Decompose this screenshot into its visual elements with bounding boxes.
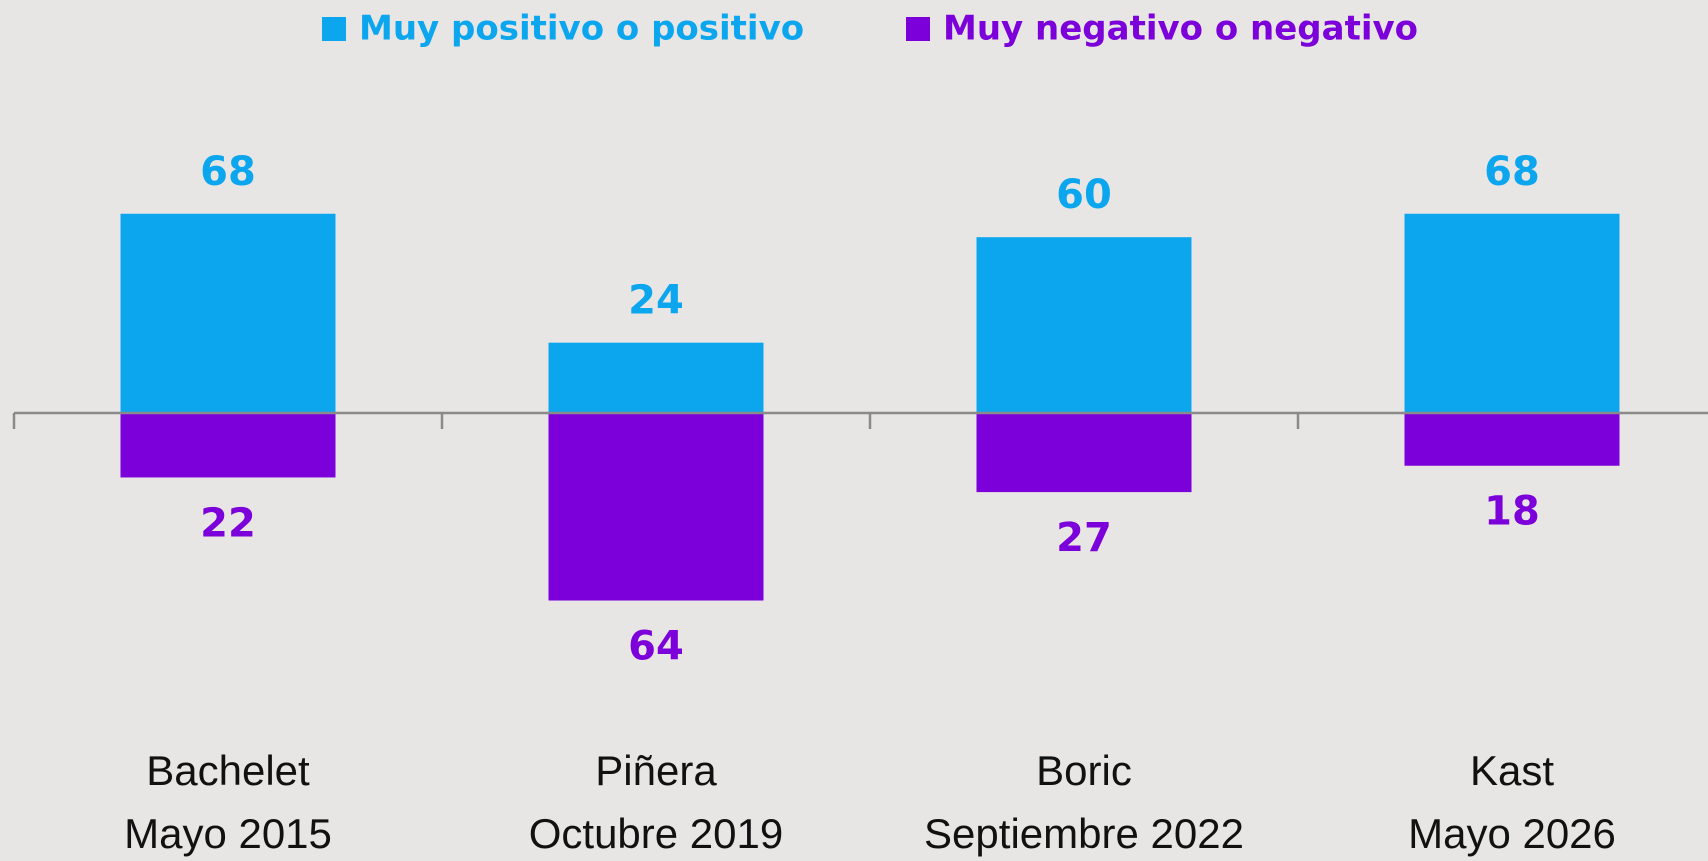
x-tick-label: Piñera xyxy=(595,747,717,794)
bar xyxy=(548,413,764,601)
x-tick-label: Boric xyxy=(1036,747,1132,794)
value-label: 18 xyxy=(1484,489,1540,535)
bar xyxy=(1404,413,1620,466)
bar xyxy=(120,413,336,478)
x-tick-label: Kast xyxy=(1470,747,1554,794)
value-label: 27 xyxy=(1056,515,1112,561)
value-label: 60 xyxy=(1056,172,1112,218)
legend-label: Muy positivo o positivo xyxy=(359,9,804,49)
bar xyxy=(976,413,1192,493)
x-tick-label: Octubre 2019 xyxy=(529,810,784,857)
x-tick-label: Bachelet xyxy=(146,747,310,794)
bar xyxy=(120,213,336,413)
value-label: 68 xyxy=(1484,149,1540,195)
value-label: 22 xyxy=(200,500,256,546)
bar xyxy=(548,342,764,413)
legend-swatch xyxy=(906,17,930,41)
value-label: 64 xyxy=(628,624,684,670)
legend-label: Muy negativo o negativo xyxy=(943,9,1418,49)
x-tick-label: Mayo 2026 xyxy=(1408,810,1616,857)
value-label: 68 xyxy=(200,149,256,195)
bar xyxy=(1404,213,1620,413)
x-tick-label: Septiembre 2022 xyxy=(924,810,1244,857)
x-tick-label: Mayo 2015 xyxy=(124,810,332,857)
bar xyxy=(976,237,1192,413)
legend-swatch xyxy=(322,17,346,41)
value-label: 24 xyxy=(628,278,684,324)
